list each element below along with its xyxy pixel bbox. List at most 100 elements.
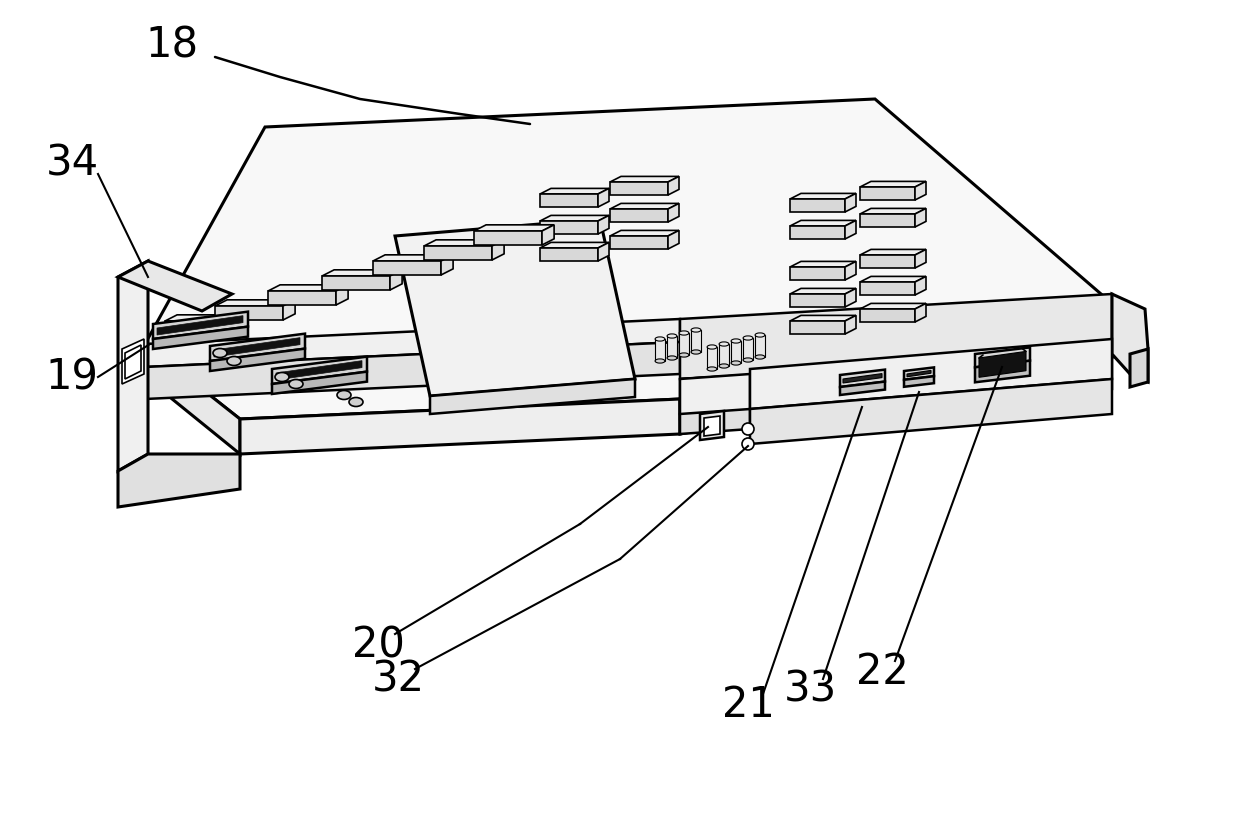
Polygon shape — [844, 289, 856, 308]
Ellipse shape — [719, 364, 729, 369]
Polygon shape — [118, 262, 232, 312]
Polygon shape — [719, 344, 729, 366]
Polygon shape — [336, 286, 348, 306]
Polygon shape — [153, 313, 248, 339]
Polygon shape — [215, 339, 300, 358]
Ellipse shape — [655, 338, 665, 342]
Ellipse shape — [755, 334, 765, 338]
Polygon shape — [241, 400, 680, 455]
Polygon shape — [492, 241, 505, 261]
Polygon shape — [539, 195, 598, 208]
Polygon shape — [839, 382, 885, 395]
Polygon shape — [539, 248, 598, 262]
Ellipse shape — [755, 355, 765, 359]
Polygon shape — [915, 182, 926, 201]
Ellipse shape — [707, 368, 717, 372]
Ellipse shape — [213, 349, 227, 358]
Polygon shape — [373, 256, 453, 262]
Polygon shape — [118, 262, 148, 472]
Polygon shape — [790, 316, 856, 322]
Ellipse shape — [691, 350, 701, 354]
Ellipse shape — [680, 354, 689, 358]
Text: 21: 21 — [722, 683, 775, 725]
Polygon shape — [153, 327, 248, 349]
Polygon shape — [790, 263, 856, 268]
Polygon shape — [680, 334, 689, 355]
Polygon shape — [277, 361, 362, 380]
Polygon shape — [861, 309, 915, 323]
Polygon shape — [790, 194, 856, 200]
Polygon shape — [707, 348, 717, 370]
Polygon shape — [861, 209, 926, 215]
Polygon shape — [750, 380, 1112, 445]
Polygon shape — [539, 217, 609, 222]
Text: 33: 33 — [784, 668, 837, 710]
Ellipse shape — [667, 356, 677, 360]
Polygon shape — [539, 189, 609, 195]
Polygon shape — [975, 348, 1030, 368]
Polygon shape — [474, 232, 542, 246]
Polygon shape — [610, 210, 668, 222]
Polygon shape — [165, 315, 246, 322]
Circle shape — [742, 424, 754, 436]
Polygon shape — [145, 343, 680, 400]
Polygon shape — [322, 277, 391, 291]
Polygon shape — [145, 99, 1130, 420]
Polygon shape — [598, 217, 609, 235]
Text: 20: 20 — [352, 624, 404, 665]
Ellipse shape — [667, 334, 677, 339]
Polygon shape — [680, 354, 1112, 415]
Ellipse shape — [743, 359, 753, 363]
Ellipse shape — [348, 398, 363, 407]
Text: 34: 34 — [46, 142, 98, 184]
Text: 19: 19 — [46, 357, 98, 399]
Polygon shape — [844, 222, 856, 240]
Polygon shape — [704, 416, 720, 436]
Polygon shape — [268, 292, 336, 306]
Polygon shape — [1130, 349, 1148, 388]
Polygon shape — [1112, 294, 1148, 383]
Polygon shape — [165, 322, 233, 335]
Polygon shape — [861, 250, 926, 256]
Ellipse shape — [732, 361, 742, 365]
Polygon shape — [904, 377, 934, 387]
Polygon shape — [145, 319, 680, 368]
Polygon shape — [844, 263, 856, 281]
Polygon shape — [122, 339, 144, 385]
Polygon shape — [474, 226, 554, 232]
Polygon shape — [701, 411, 724, 441]
Polygon shape — [839, 370, 885, 388]
Polygon shape — [157, 316, 243, 335]
Polygon shape — [790, 227, 844, 240]
Polygon shape — [668, 231, 680, 250]
Polygon shape — [790, 268, 844, 281]
Polygon shape — [145, 344, 241, 455]
Ellipse shape — [289, 380, 303, 389]
Polygon shape — [755, 335, 765, 358]
Polygon shape — [668, 204, 680, 222]
Polygon shape — [125, 345, 141, 380]
Ellipse shape — [732, 339, 742, 344]
Polygon shape — [861, 277, 926, 283]
Polygon shape — [668, 177, 680, 196]
Ellipse shape — [655, 359, 665, 364]
Ellipse shape — [275, 373, 289, 382]
Polygon shape — [655, 339, 665, 361]
Text: 32: 32 — [372, 658, 424, 701]
Polygon shape — [430, 380, 635, 415]
Polygon shape — [610, 231, 680, 237]
Polygon shape — [667, 337, 677, 359]
Polygon shape — [424, 247, 492, 261]
Polygon shape — [861, 256, 915, 268]
Polygon shape — [861, 188, 915, 201]
Ellipse shape — [743, 337, 753, 341]
Polygon shape — [861, 182, 926, 188]
Polygon shape — [790, 222, 856, 227]
Polygon shape — [542, 226, 554, 246]
Polygon shape — [610, 204, 680, 210]
Polygon shape — [915, 277, 926, 296]
Polygon shape — [272, 357, 367, 385]
Circle shape — [742, 438, 754, 451]
Polygon shape — [118, 455, 241, 507]
Polygon shape — [844, 194, 856, 212]
